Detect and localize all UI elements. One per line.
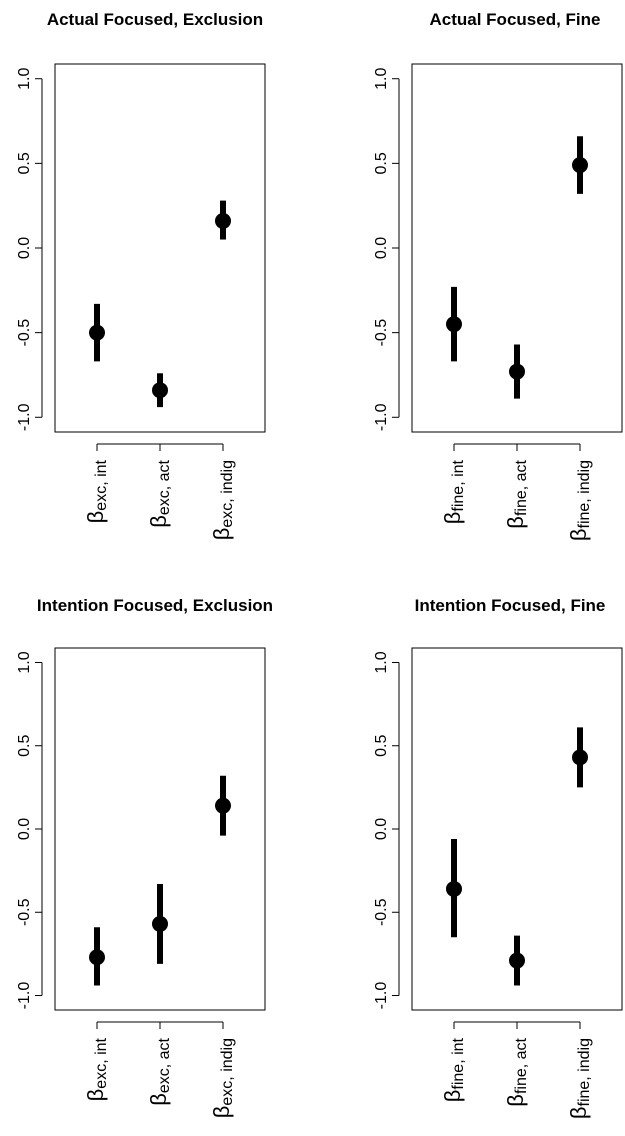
beta-subscript: fine, int [450, 459, 467, 511]
y-tick-label: -1.0 [16, 403, 33, 431]
beta-subscript: exc, act [156, 1037, 173, 1093]
y-tick-label: -1.0 [373, 403, 390, 431]
x-category-label: βfine, indig [566, 1038, 593, 1119]
estimate-point [215, 212, 231, 229]
x-category-label: βfine, act [503, 1037, 530, 1106]
beta-symbol: β [146, 1093, 171, 1106]
panel-actual-focused-fine: Actual Focused, Fine1.00.50.0-0.5-1.0βfi… [373, 10, 623, 541]
beta-subscript: exc, int [93, 1037, 110, 1088]
estimate-point [572, 749, 588, 766]
y-tick-label: -1.0 [16, 982, 33, 1010]
beta-subscript: exc, int [93, 459, 110, 510]
estimate-point [446, 316, 462, 333]
x-category-label: βexc, indig [209, 460, 236, 540]
y-tick-label: 1.0 [16, 651, 33, 673]
plot-frame [54, 63, 266, 433]
beta-subscript: fine, indig [576, 460, 593, 529]
estimate-point [572, 157, 588, 174]
y-tick-label: 1.0 [373, 651, 390, 673]
beta-symbol: β [83, 1089, 108, 1102]
x-category-label: βfine, indig [566, 460, 593, 541]
y-tick-label: 0.0 [16, 237, 33, 259]
estimate-point [89, 949, 105, 966]
panel-title: Actual Focused, Fine [430, 10, 601, 29]
x-category-label: βexc, act [146, 1037, 173, 1105]
beta-symbol: β [566, 529, 591, 542]
plot-frame [54, 647, 266, 1011]
panel-intention-focused-exclusion: Intention Focused, Exclusion 1.0 0.5 0.0 -0.… [16, 596, 273, 1118]
y-tick-label: 0.5 [16, 735, 33, 757]
beta-subscript: exc, act [156, 459, 173, 515]
panel-title: Intention Focused, Fine [415, 596, 606, 615]
beta-subscript: fine, act [513, 1037, 530, 1094]
y-tick-label: 0.5 [373, 735, 390, 757]
beta-symbol: β [440, 512, 465, 525]
estimate-point [152, 382, 168, 399]
panel-title: Intention Focused, Exclusion [37, 596, 273, 615]
plot-frame [411, 647, 623, 1011]
y-tick-label: 1.0 [373, 68, 390, 90]
x-category-label: βfine, act [503, 459, 530, 528]
y-tick-label: 0.0 [373, 237, 390, 259]
x-category-label: βexc, int [83, 459, 110, 523]
panel-intention-focused-fine: Intention Focused, Fine 1.0 0.5 0.0 -0.5 -1.0… [373, 596, 623, 1119]
beta-symbol: β [83, 511, 108, 524]
x-category-label: βexc, indig [209, 1038, 236, 1118]
y-tick-label: 0.0 [373, 818, 390, 840]
estimate-point [446, 880, 462, 897]
y-tick-label: -0.5 [373, 898, 390, 926]
estimate-point [509, 363, 525, 380]
y-tick-label: -0.5 [16, 898, 33, 926]
y-tick-label: 1.0 [16, 68, 33, 90]
x-category-label: βexc, act [146, 459, 173, 527]
beta-symbol: β [209, 528, 234, 541]
y-tick-label: -1.0 [373, 982, 390, 1010]
y-tick-label: 0.0 [16, 818, 33, 840]
beta-symbol: β [146, 515, 171, 528]
y-tick-label: -0.5 [373, 319, 390, 347]
beta-subscript: fine, act [513, 459, 530, 516]
x-category-label: βfine, int [440, 459, 467, 524]
beta-subscript: fine, indig [576, 1038, 593, 1107]
beta-symbol: β [566, 1107, 591, 1120]
beta-symbol: β [209, 1106, 234, 1119]
panel-title: Actual Focused, Exclusion [47, 10, 263, 29]
y-tick-label: -0.5 [16, 319, 33, 347]
y-tick-label: 0.5 [16, 152, 33, 174]
estimate-point [89, 324, 105, 341]
x-category-label: βfine, int [440, 1037, 467, 1102]
x-category-label: βexc, int [83, 1037, 110, 1101]
y-tick-label: 0.5 [373, 152, 390, 174]
beta-symbol: β [503, 1094, 528, 1107]
estimate-point [152, 915, 168, 932]
beta-subscript: exc, indig [219, 460, 236, 528]
beta-subscript: fine, int [450, 1037, 467, 1089]
plot-frame [411, 63, 623, 433]
beta-symbol: β [440, 1090, 465, 1103]
panel-actual-focused-exclusion: Actual Focused, Exclusion 1.0 0.5 0.0 -0.5 -1… [16, 10, 266, 540]
beta-subscript: exc, indig [219, 1038, 236, 1106]
estimate-point [215, 797, 231, 814]
beta-symbol: β [503, 516, 528, 529]
estimate-point [509, 952, 525, 969]
